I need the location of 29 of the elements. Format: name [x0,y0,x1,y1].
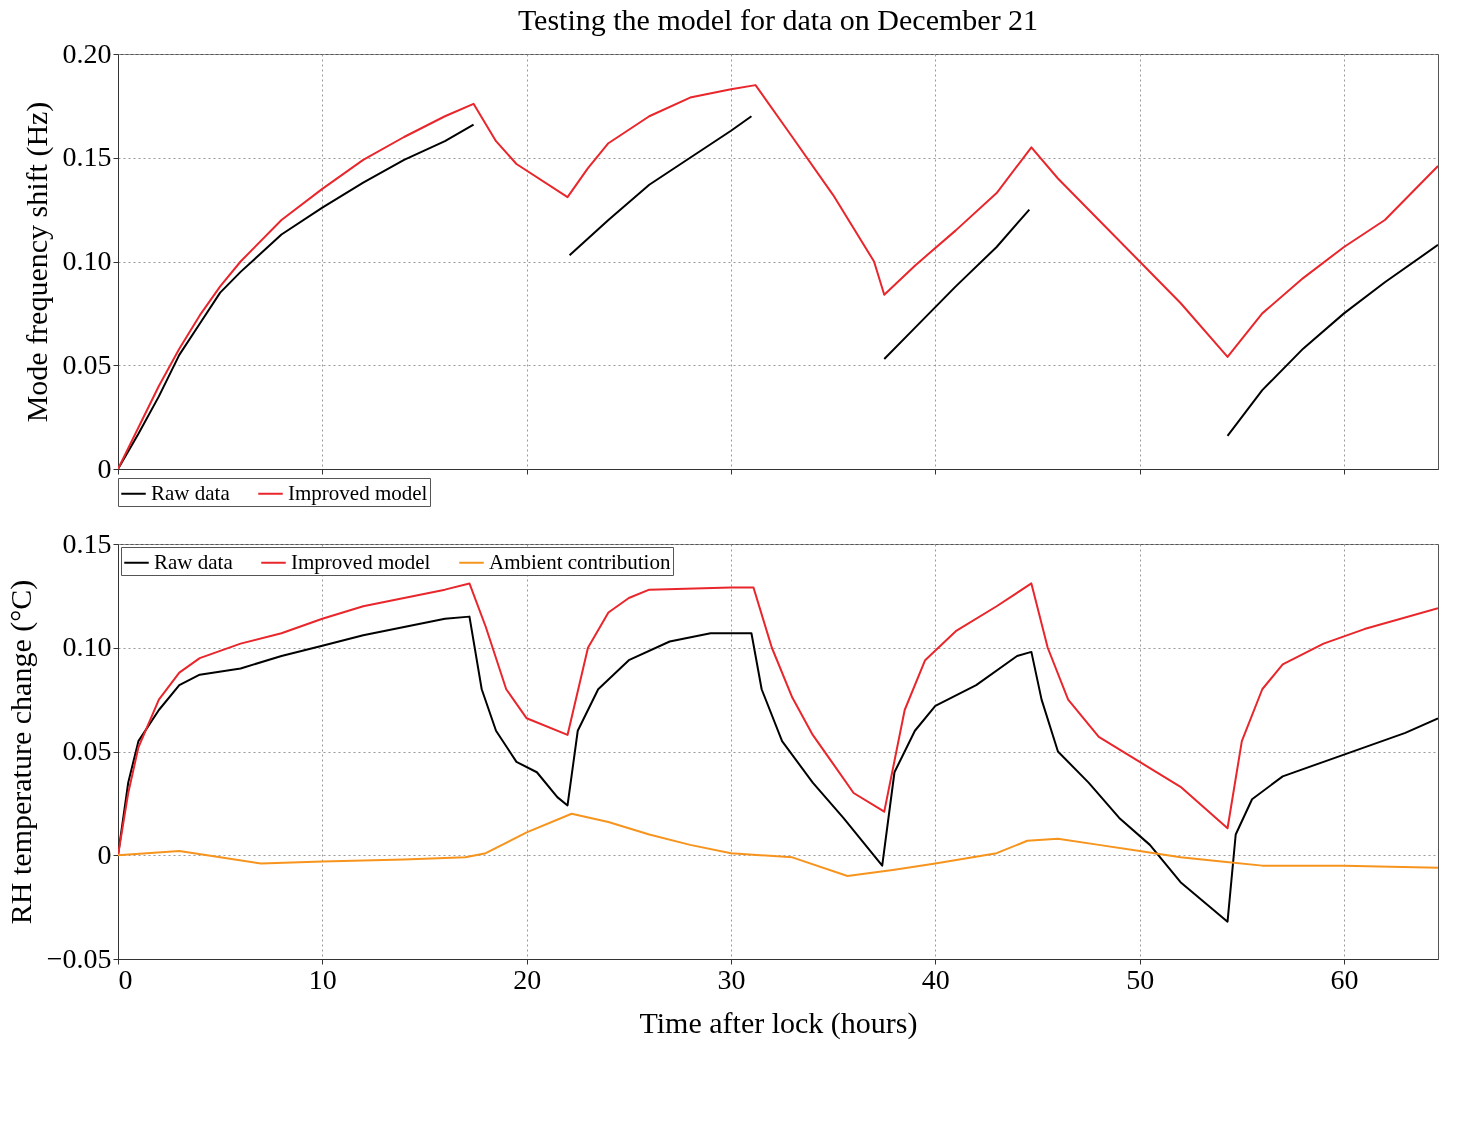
x-tick-label: 10 [308,963,337,995]
y-axis-title: RH temperature change (°C) [3,579,38,925]
x-tick-label: 30 [717,963,746,995]
y-tick-label: 0.15 [62,141,112,173]
legend-label: Raw data [151,480,231,505]
y-tick-label: 0.05 [62,348,112,380]
chart-title: Testing the model for data on December 21 [517,3,1039,36]
legend-label: Improved model [288,480,428,505]
x-tick-label: 0 [118,963,133,995]
x-tick-label: 40 [921,963,950,995]
line-series [118,812,1438,877]
y-tick-label: 0.10 [62,245,112,276]
y-tick-label: −0.05 [46,942,112,974]
legend-label: Raw data [154,549,234,574]
x-tick-label: 60 [1330,963,1359,995]
x-tick-label: 20 [513,963,542,995]
y-tick-label: 0.05 [62,735,112,766]
line-series [118,615,1438,923]
legend-label: Ambient contribution [489,549,671,574]
line-series [118,582,1438,857]
x-tick-label: 50 [1126,963,1155,995]
y-tick-label: 0.10 [62,631,112,663]
y-tick-label: 0 [97,838,112,870]
y-axis-title: Mode frequency shift (Hz) [19,101,54,423]
y-tick-label: 0.20 [62,37,112,69]
x-axis-title: Time after lock (hours) [639,1005,918,1040]
legend-label: Improved model [291,549,431,574]
y-tick-label: 0 [97,452,112,484]
y-tick-label: 0.15 [62,527,112,559]
